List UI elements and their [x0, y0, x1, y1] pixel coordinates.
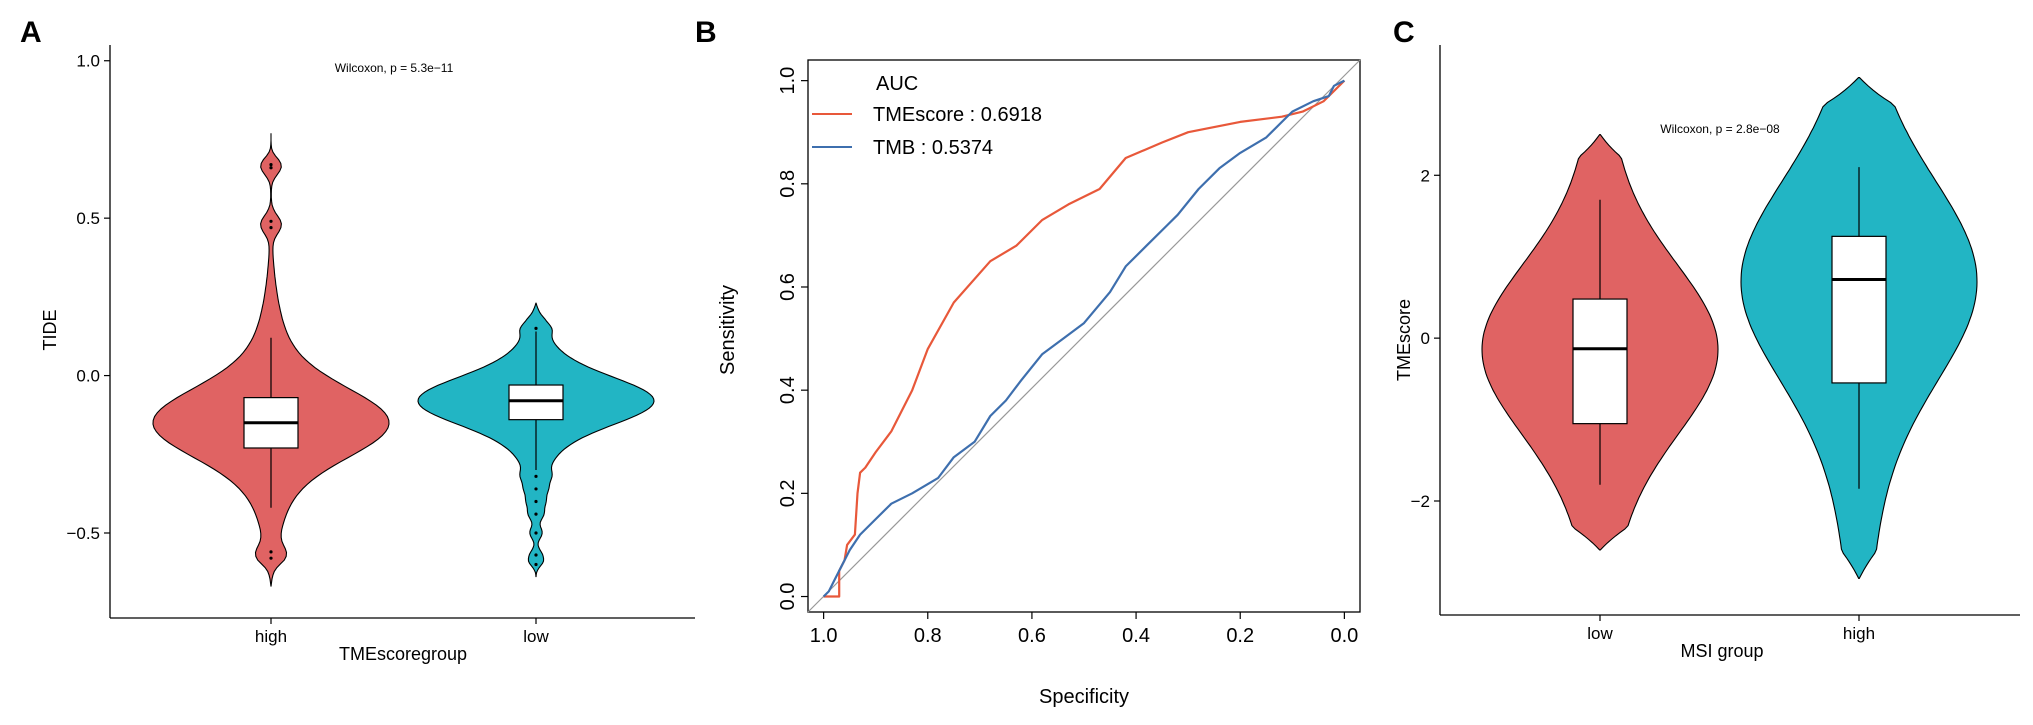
panel-a-y-label: TIDE [40, 309, 60, 350]
x-tick-label: low [523, 627, 549, 646]
x-tick-label: low [1587, 624, 1613, 643]
box-low [1572, 298, 1628, 425]
roc-line-tmb [822, 79, 1345, 598]
panel-c-violins [1481, 77, 1978, 579]
outlier-high-3 [269, 219, 273, 223]
x-tick-label: 0.2 [1226, 625, 1254, 647]
outlier-low-6 [534, 562, 538, 567]
box-high [1831, 235, 1887, 384]
x-tick-label: 1.0 [810, 625, 838, 647]
panel-a-y-ticks: −0.5 0.0 0.5 1.0 [66, 52, 110, 543]
panel-c-annotation: Wilcoxon, p = 2.8e−08 [1660, 122, 1780, 136]
panel-a-x-label: TMEscoregroup [339, 644, 467, 664]
x-tick-label: 0.8 [914, 625, 942, 647]
y-tick-label: 0.0 [777, 583, 799, 611]
y-tick-label: 2 [1421, 166, 1430, 185]
x-tick-label: 0.6 [1018, 625, 1046, 647]
y-tick-label: −0.5 [66, 524, 100, 543]
outlier-low-7 [534, 326, 538, 330]
y-tick-label: 0.0 [76, 367, 100, 386]
outlier-high-5 [269, 556, 273, 560]
outlier-low-5 [534, 553, 538, 557]
panel-b: B 0.00.20.40.60.81.0 1.0 0.8 0.6 0.4 0.2 0.0 … [695, 16, 1361, 708]
y-tick-label: 0.8 [777, 170, 799, 198]
panel-c-y-ticks: −2 0 2 [1411, 166, 1440, 511]
panel-a-annotation: Wilcoxon, p = 5.3e−11 [335, 61, 454, 75]
panel-b-diagonal-reference [807, 59, 1361, 613]
y-tick-label: 1.0 [76, 52, 100, 71]
y-tick-label: −2 [1411, 492, 1430, 511]
panel-b-legend: AUC TMEscore : 0.6918 TMB : 0.5374 [812, 73, 1042, 159]
panel-c-y-label: TMEscore [1394, 299, 1414, 381]
panel-b-y-ticks: 0.0 0.2 0.4 0.6 0.8 1.0 [777, 67, 808, 611]
panel-a-violins [152, 133, 655, 587]
panel-c-x-ticks: low high [1587, 615, 1875, 643]
outlier-high-1 [269, 163, 273, 167]
panel-b-roc-curves [822, 79, 1346, 598]
panel-a: A Wilcoxon, p = 5.3e−11 −0.5 0.0 0.5 1.0 hi… [20, 16, 695, 664]
outlier-high-0 [269, 166, 273, 170]
roc-line-tmescore [823, 79, 1346, 598]
x-tick-label: high [1843, 624, 1875, 643]
x-tick-label: 0.0 [1330, 625, 1358, 647]
panel-b-label: B [695, 16, 717, 49]
outlier-high-2 [269, 226, 273, 230]
outlier-low-0 [534, 474, 538, 478]
panel-b-x-label: Specificity [1039, 686, 1129, 708]
x-tick-label: high [255, 627, 287, 646]
legend-entry-tmescore: TMEscore : 0.6918 [873, 104, 1042, 126]
panel-b-y-label: Sensitivity [717, 285, 739, 375]
panel-c: C Wilcoxon, p = 2.8e−08 −2 0 2 low high TME… [1393, 16, 2020, 661]
y-tick-label: 0.4 [777, 376, 799, 404]
outlier-high-4 [269, 550, 273, 554]
panel-c-x-label: MSI group [1680, 641, 1763, 661]
panel-c-label: C [1393, 16, 1415, 49]
outlier-low-3 [534, 512, 538, 516]
y-tick-label: 0.6 [777, 273, 799, 301]
y-tick-label: 0.2 [777, 479, 799, 507]
y-tick-label: 1.0 [777, 67, 799, 95]
outlier-low-4 [534, 531, 538, 535]
box-low [508, 384, 564, 421]
panel-a-x-ticks: high low [255, 618, 549, 646]
legend-entry-tmb: TMB : 0.5374 [873, 137, 993, 159]
panel-b-x-ticks: 1.0 0.8 0.6 0.4 0.2 0.0 [810, 612, 1358, 647]
legend-title: AUC [876, 73, 918, 95]
y-tick-label: 0 [1421, 329, 1430, 348]
outlier-low-1 [534, 487, 538, 491]
y-tick-label: 0.5 [76, 209, 100, 228]
x-tick-label: 0.4 [1122, 625, 1150, 647]
panel-b-plot-frame [807, 59, 1361, 613]
outlier-low-2 [534, 499, 538, 504]
panel-a-label: A [20, 16, 42, 49]
